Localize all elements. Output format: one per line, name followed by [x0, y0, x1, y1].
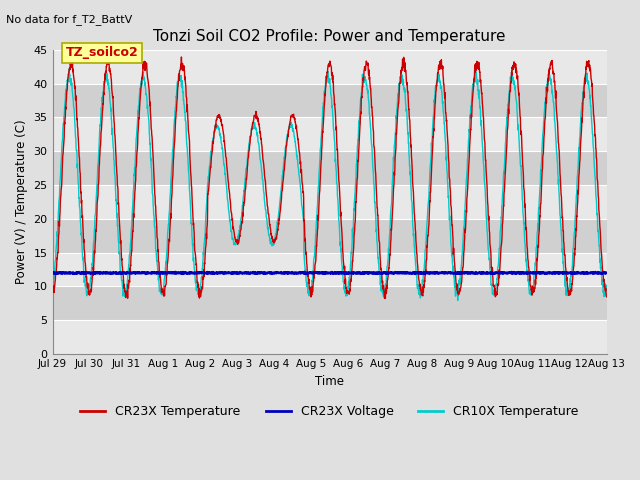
Bar: [52, 320, 607, 354]
Bar: [52, 118, 607, 151]
Text: No data for f_T2_BattV: No data for f_T2_BattV: [6, 14, 132, 25]
Title: Tonzi Soil CO2 Profile: Power and Temperature: Tonzi Soil CO2 Profile: Power and Temper…: [154, 29, 506, 44]
X-axis label: Time: Time: [315, 374, 344, 387]
Bar: [52, 50, 607, 84]
Legend: CR23X Temperature, CR23X Voltage, CR10X Temperature: CR23X Temperature, CR23X Voltage, CR10X …: [76, 400, 584, 423]
Bar: [52, 84, 607, 118]
Y-axis label: Power (V) / Temperature (C): Power (V) / Temperature (C): [15, 120, 28, 284]
Bar: [52, 185, 607, 219]
Text: TZ_soilco2: TZ_soilco2: [65, 47, 138, 60]
Bar: [52, 252, 607, 287]
Bar: [52, 151, 607, 185]
Bar: [52, 219, 607, 252]
Bar: [52, 287, 607, 320]
